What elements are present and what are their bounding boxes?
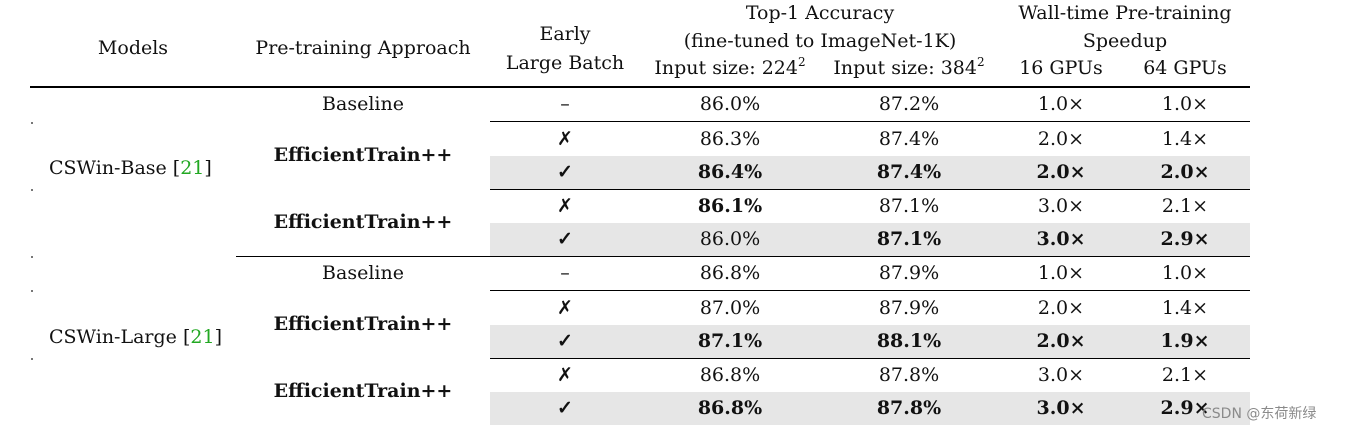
margin-dot xyxy=(31,189,33,191)
cell-acc-224: 86.4% xyxy=(697,161,763,183)
margin-dot xyxy=(31,290,33,292)
citation-link[interactable]: 21 xyxy=(190,326,215,348)
cell-speed-16: 2.0× xyxy=(1036,330,1086,352)
margin-dot xyxy=(31,122,33,124)
row-rule xyxy=(490,290,1250,291)
row-shade xyxy=(490,223,1250,256)
cell-speed-64: 2.9× xyxy=(1160,228,1210,250)
approach-efficienttrain: EfficientTrain++ xyxy=(273,313,453,335)
cell-acc-384: 87.8% xyxy=(878,364,940,386)
cell-acc-384: 87.4% xyxy=(876,161,942,183)
cell-acc-384: 87.8% xyxy=(876,397,942,419)
cell-acc-384: 87.9% xyxy=(878,297,940,319)
header-models: Models xyxy=(97,37,169,59)
margin-dot xyxy=(31,256,33,258)
header-speedup-line2: Speedup xyxy=(1082,30,1168,52)
superscript: 2 xyxy=(976,55,985,69)
cell-early: ✗ xyxy=(557,364,573,386)
cell-speed-64: 1.4× xyxy=(1161,128,1209,150)
cell-acc-384: 87.2% xyxy=(878,93,940,115)
cell-early: ✓ xyxy=(557,228,573,250)
cell-speed-64: 1.0× xyxy=(1161,93,1209,115)
header-early-line1: Early xyxy=(539,23,591,45)
header-input-224: Input size: 2242 xyxy=(654,55,806,79)
row-shade xyxy=(490,156,1250,189)
header-speedup-line1: Wall-time Pre-training xyxy=(1018,2,1232,24)
cell-speed-64: 2.0× xyxy=(1160,161,1210,183)
cell-acc-384: 87.1% xyxy=(878,195,940,217)
header-input-384: Input size: 3842 xyxy=(833,55,985,79)
cell-speed-64: 2.1× xyxy=(1161,195,1209,217)
group-rule xyxy=(236,256,1250,257)
row-shade xyxy=(490,325,1250,358)
cell-early: ✓ xyxy=(557,397,573,419)
cell-early: ✗ xyxy=(557,128,573,150)
cell-early: ✓ xyxy=(557,330,573,352)
header-rule xyxy=(30,86,1250,88)
cell-speed-16: 3.0× xyxy=(1036,228,1086,250)
row-shade xyxy=(490,392,1250,425)
header-approach: Pre-training Approach xyxy=(255,37,471,59)
cell-speed-64: 2.9× xyxy=(1160,397,1210,419)
header-early-line2: Large Batch xyxy=(505,52,625,74)
row-rule xyxy=(490,189,1250,190)
cell-speed-16: 2.0× xyxy=(1036,161,1086,183)
cell-speed-16: 3.0× xyxy=(1037,364,1085,386)
cell-acc-384: 88.1% xyxy=(876,330,942,352)
row-rule xyxy=(490,121,1250,122)
cell-acc-384: 87.9% xyxy=(878,262,940,284)
watermark: CSDN @东荷新绿 xyxy=(1202,406,1317,422)
approach-efficienttrain: EfficientTrain++ xyxy=(273,380,453,402)
cell-speed-16: 1.0× xyxy=(1037,262,1085,284)
cell-speed-64: 1.0× xyxy=(1161,262,1209,284)
cell-acc-224: 86.8% xyxy=(699,262,761,284)
approach-baseline: Baseline xyxy=(322,262,404,284)
cell-speed-64: 1.9× xyxy=(1160,330,1210,352)
row-rule xyxy=(490,358,1250,359)
cell-acc-224: 87.0% xyxy=(699,297,761,319)
model-name: CSWin-Large [21] xyxy=(49,326,222,348)
cell-speed-16: 3.0× xyxy=(1037,195,1085,217)
model-name: CSWin-Base [21] xyxy=(49,157,212,179)
superscript: 2 xyxy=(797,55,806,69)
header-64-gpus: 64 GPUs xyxy=(1143,57,1227,79)
header-16-gpus: 16 GPUs xyxy=(1019,57,1103,79)
approach-efficienttrain: EfficientTrain++ xyxy=(273,211,453,233)
cell-acc-224: 87.1% xyxy=(697,330,763,352)
cell-early: ✓ xyxy=(557,161,573,183)
cell-speed-16: 2.0× xyxy=(1037,128,1085,150)
cell-speed-16: 3.0× xyxy=(1036,397,1086,419)
cell-speed-16: 2.0× xyxy=(1037,297,1085,319)
cell-acc-224: 86.8% xyxy=(699,364,761,386)
cell-speed-16: 1.0× xyxy=(1037,93,1085,115)
approach-efficienttrain: EfficientTrain++ xyxy=(273,144,453,166)
cell-acc-224: 86.8% xyxy=(697,397,763,419)
cell-early: ✗ xyxy=(557,195,573,217)
cell-acc-224: 86.0% xyxy=(699,93,761,115)
cell-speed-64: 2.1× xyxy=(1161,364,1209,386)
margin-dot xyxy=(31,358,33,360)
cell-early: ✗ xyxy=(557,297,573,319)
header-accuracy-line1: Top-1 Accuracy xyxy=(745,2,895,24)
citation-link[interactable]: 21 xyxy=(180,157,205,179)
cell-early: – xyxy=(560,93,570,115)
approach-baseline: Baseline xyxy=(322,93,404,115)
cell-speed-64: 1.4× xyxy=(1161,297,1209,319)
cell-acc-384: 87.4% xyxy=(878,128,940,150)
cell-acc-224: 86.1% xyxy=(697,195,763,217)
cell-acc-224: 86.0% xyxy=(699,228,761,250)
cell-early: – xyxy=(560,262,570,284)
cell-acc-224: 86.3% xyxy=(699,128,761,150)
header-accuracy-line2: (fine-tuned to ImageNet-1K) xyxy=(683,30,957,52)
cell-acc-384: 87.1% xyxy=(876,228,942,250)
